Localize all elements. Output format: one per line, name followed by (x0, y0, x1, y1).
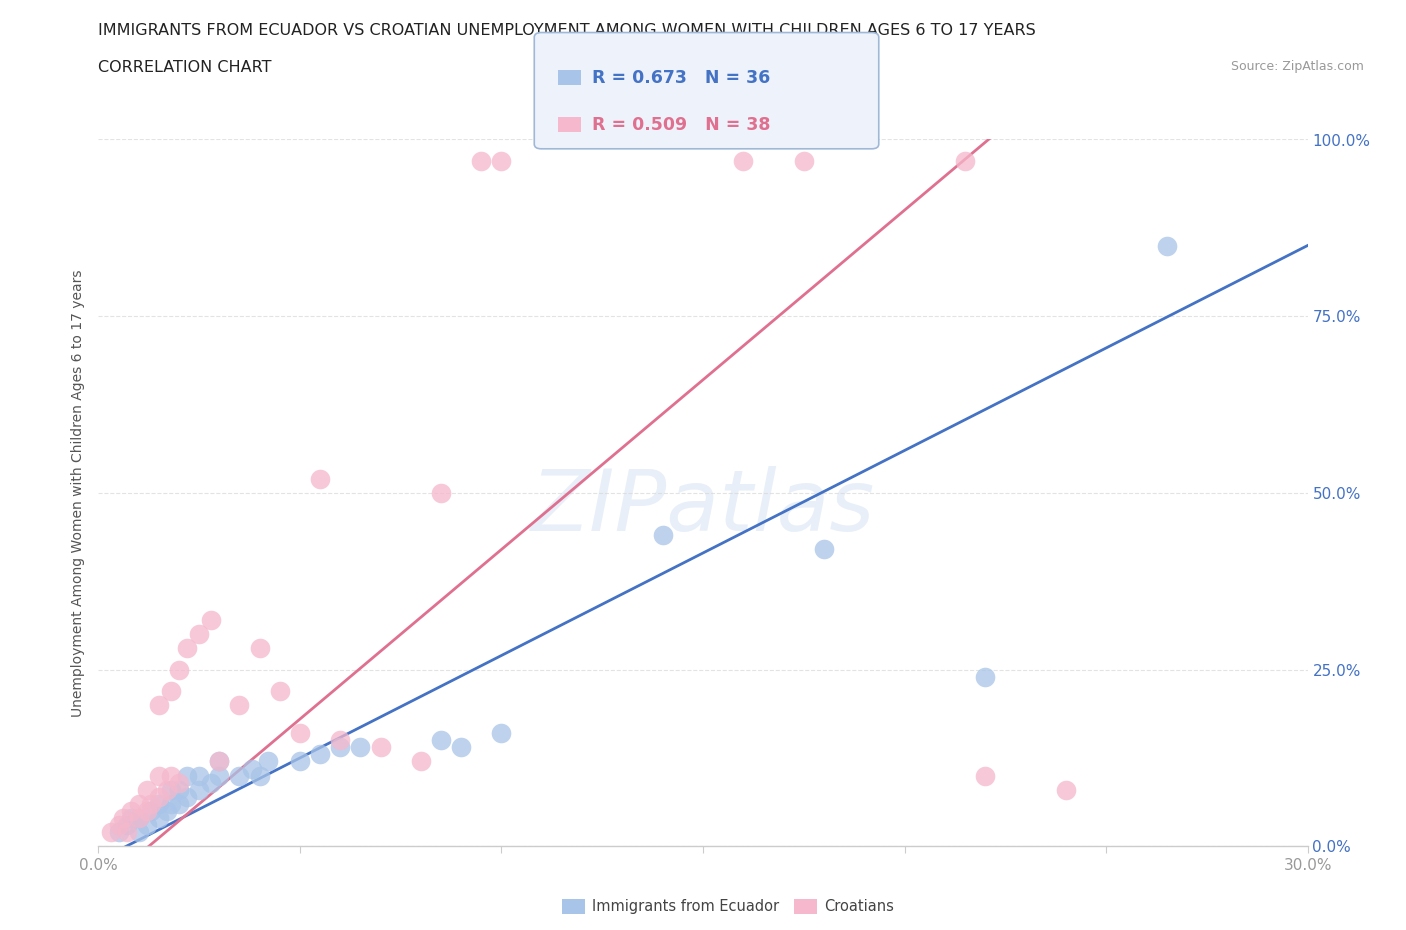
Point (139, 804, 162, 818)
Point (200, 776, 222, 790)
Point (409, 754, 432, 769)
Point (115, 825, 138, 840)
Point (176, 790, 198, 804)
Point (148, 698, 170, 712)
Point (349, 740, 371, 755)
Point (135, 817, 157, 832)
Point (309, 747, 332, 762)
Point (128, 811, 150, 826)
Point (249, 768, 271, 783)
Point (107, 825, 129, 840)
Point (160, 796, 183, 811)
Text: CORRELATION CHART: CORRELATION CHART (98, 60, 271, 75)
Point (167, 782, 190, 797)
Point (148, 790, 170, 804)
Text: R = 0.673   N = 36: R = 0.673 N = 36 (592, 69, 770, 86)
Point (430, 733, 453, 748)
Point (450, 740, 472, 755)
Point (309, 472, 332, 486)
Point (128, 796, 150, 811)
Point (139, 796, 162, 811)
Point (288, 754, 311, 769)
Point (200, 613, 222, 628)
Point (160, 782, 183, 797)
Point (793, 153, 815, 168)
Point (974, 768, 997, 783)
Point (329, 733, 352, 748)
Point (329, 740, 352, 755)
Point (370, 740, 392, 755)
Point (100, 825, 122, 840)
Point (148, 768, 170, 783)
Point (1156, 238, 1178, 253)
Point (176, 768, 198, 783)
Point (256, 754, 278, 769)
Text: ZIPatlas: ZIPatlas (531, 466, 875, 549)
Point (156, 804, 179, 818)
Point (167, 776, 190, 790)
Point (228, 698, 250, 712)
Point (733, 153, 755, 168)
Point (430, 485, 453, 500)
Point (188, 782, 211, 797)
Text: IMMIGRANTS FROM ECUADOR VS CROATIAN UNEMPLOYMENT AMONG WOMEN WITH CHILDREN AGES : IMMIGRANTS FROM ECUADOR VS CROATIAN UNEM… (98, 23, 1036, 38)
Point (470, 153, 492, 168)
Point (974, 670, 997, 684)
Point (208, 768, 231, 783)
Point (167, 796, 190, 811)
Point (111, 811, 134, 826)
Point (491, 725, 513, 740)
Point (1054, 782, 1077, 797)
Point (120, 804, 142, 818)
Point (176, 641, 198, 656)
Point (240, 761, 263, 776)
Point (148, 811, 170, 826)
Point (188, 768, 211, 783)
Text: Source: ZipAtlas.com: Source: ZipAtlas.com (1230, 60, 1364, 73)
Point (167, 662, 190, 677)
Point (160, 684, 183, 698)
Text: R = 0.509   N = 38: R = 0.509 N = 38 (592, 116, 770, 134)
Text: Immigrants from Ecuador: Immigrants from Ecuador (592, 899, 779, 914)
Point (148, 796, 170, 811)
Point (491, 153, 513, 168)
Point (135, 804, 157, 818)
Point (813, 542, 835, 557)
Text: Croatians: Croatians (824, 899, 894, 914)
Point (115, 817, 138, 832)
Y-axis label: Unemployment Among Women with Children Ages 6 to 17 years: Unemployment Among Women with Children A… (72, 269, 86, 717)
Point (288, 725, 311, 740)
Point (160, 768, 183, 783)
Point (228, 768, 250, 783)
Point (128, 811, 150, 826)
Point (120, 811, 142, 826)
Point (135, 782, 157, 797)
Point (651, 528, 673, 543)
Point (269, 684, 291, 698)
Point (128, 825, 150, 840)
Point (208, 754, 231, 769)
Point (156, 782, 179, 797)
Point (208, 754, 231, 769)
Point (249, 641, 271, 656)
Point (188, 627, 211, 642)
Point (953, 153, 976, 168)
Point (107, 817, 129, 832)
